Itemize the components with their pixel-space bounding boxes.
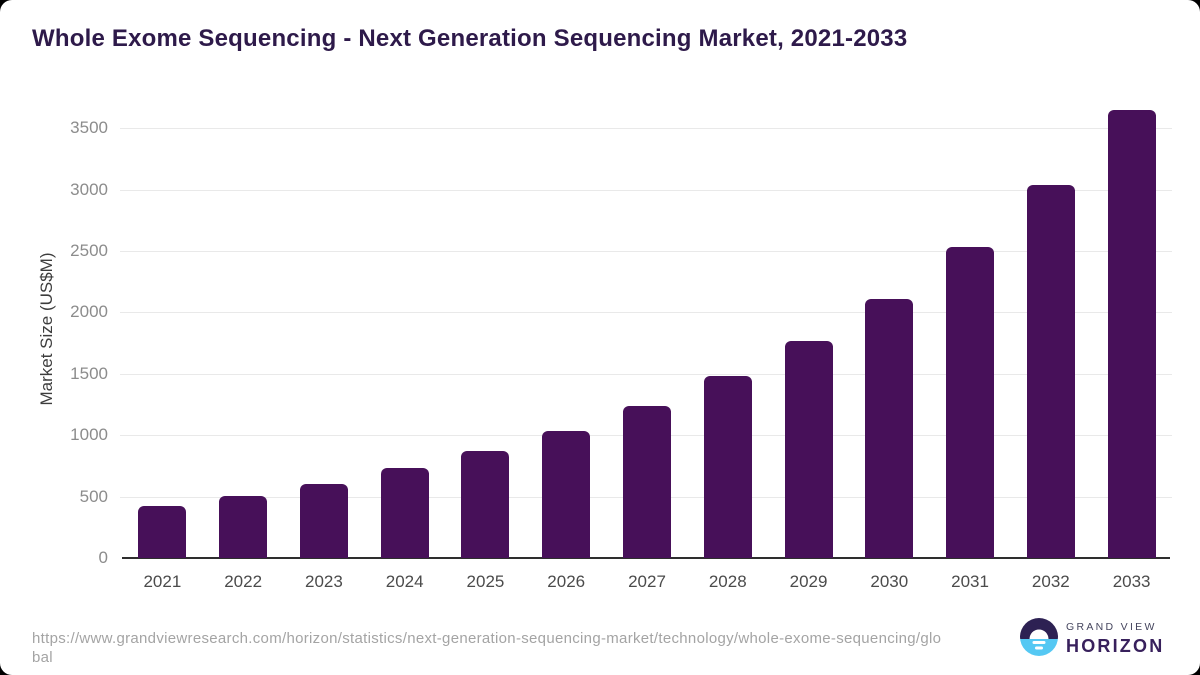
x-axis-line bbox=[122, 557, 1170, 559]
bar-2033[interactable] bbox=[1107, 110, 1156, 558]
bar-2031[interactable] bbox=[946, 247, 995, 558]
x-tick-label-2033: 2033 bbox=[1112, 572, 1151, 591]
source-url: https://www.grandviewresearch.com/horizo… bbox=[32, 630, 942, 666]
gridline-3000 bbox=[120, 189, 1172, 191]
x-tick-label-2030: 2030 bbox=[870, 572, 909, 591]
bar-2024[interactable] bbox=[380, 468, 429, 558]
x-tick-label-2024: 2024 bbox=[385, 572, 424, 591]
x-tick-label-2025: 2025 bbox=[466, 572, 505, 591]
bar-2029[interactable] bbox=[784, 341, 833, 558]
x-tick-label-2031: 2031 bbox=[951, 572, 989, 591]
plot-area bbox=[120, 100, 1172, 559]
bar-2021[interactable] bbox=[138, 506, 187, 558]
x-tick-label-2021: 2021 bbox=[143, 572, 182, 591]
bar-2030[interactable] bbox=[865, 298, 914, 558]
y-tick-label-1000: 1000 bbox=[70, 425, 108, 445]
x-tick-label-2032: 2032 bbox=[1031, 572, 1070, 591]
y-tick-label-0: 0 bbox=[98, 548, 108, 567]
x-tick-label-2022: 2022 bbox=[224, 572, 263, 591]
page-title: Whole Exome Sequencing - Next Generation… bbox=[32, 25, 908, 52]
y-tick-label-2500: 2500 bbox=[70, 241, 108, 261]
bar-chart: Market Size (US$M) 0 500 1000 1500 2000 2500 3… bbox=[37, 100, 1172, 591]
y-tick-label-3500: 3500 bbox=[70, 118, 108, 138]
x-tick-label-2023: 2023 bbox=[305, 572, 343, 591]
x-tick-label-2026: 2026 bbox=[547, 572, 586, 591]
bar-2026[interactable] bbox=[542, 430, 591, 558]
gridline-1500 bbox=[120, 373, 1172, 375]
y-tick-label-2000: 2000 bbox=[70, 302, 108, 322]
bar-2022[interactable] bbox=[219, 496, 268, 558]
brand-name-bottom: HORIZON bbox=[1066, 636, 1165, 656]
horizon-logo-icon bbox=[1020, 618, 1058, 656]
y-tick-label-3000: 3000 bbox=[70, 179, 108, 199]
brand-name-top: GRAND VIEW bbox=[1066, 621, 1157, 633]
gridline-3500 bbox=[120, 128, 1172, 130]
x-tick-label-2027: 2027 bbox=[628, 572, 666, 591]
bar-2027[interactable] bbox=[623, 406, 671, 558]
bar-2025[interactable] bbox=[461, 451, 510, 558]
bar-2028[interactable] bbox=[703, 376, 752, 558]
brand-text: GRAND VIEW HORIZON bbox=[1066, 621, 1164, 657]
bar-2032[interactable] bbox=[1026, 185, 1075, 558]
gridline-2000 bbox=[120, 312, 1172, 314]
x-tick-label-2029: 2029 bbox=[789, 572, 828, 591]
x-tick-label-2028: 2028 bbox=[708, 572, 747, 591]
gridline-2500 bbox=[120, 251, 1172, 253]
y-tick-label-1500: 1500 bbox=[70, 363, 108, 383]
y-tick-label-500: 500 bbox=[79, 486, 108, 506]
brand-logo: GRAND VIEW HORIZON bbox=[1020, 618, 1180, 658]
bar-2023[interactable] bbox=[299, 483, 348, 558]
